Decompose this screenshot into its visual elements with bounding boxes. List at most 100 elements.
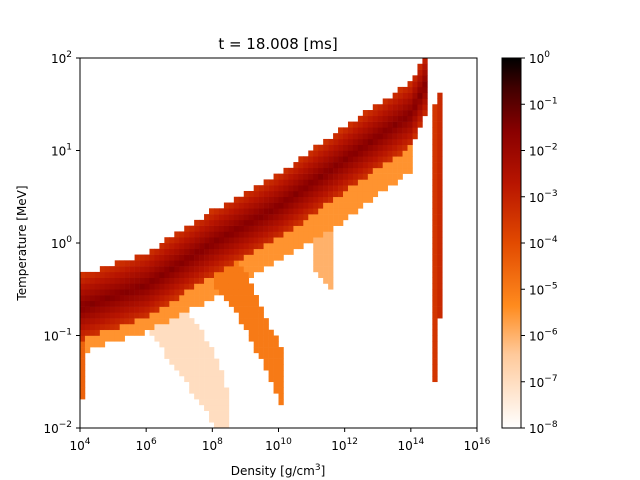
heatmap-cell: [213, 416, 220, 423]
heatmap-cell: [149, 260, 155, 267]
heatmap-cell: [194, 277, 200, 284]
heatmap-cell: [298, 225, 304, 232]
heatmap-cell: [258, 202, 264, 209]
heatmap-cell: [84, 271, 91, 278]
heatmap-cell: [228, 260, 235, 267]
heatmap-cell: [184, 318, 190, 325]
heatmap-cell: [268, 185, 274, 192]
heatmap-cell: [303, 156, 309, 163]
heatmap-cell: [372, 190, 379, 198]
heatmap-cell: [149, 323, 155, 331]
heatmap-cell: [402, 156, 408, 163]
heatmap-cell: [213, 271, 220, 278]
heatmap-cell: [283, 167, 289, 174]
heatmap-cell: [233, 237, 240, 244]
heatmap-cell: [174, 312, 180, 319]
heatmap-cell: [209, 260, 215, 267]
heatmap-cell: [323, 156, 329, 163]
heatmap-cell: [99, 289, 106, 296]
heatmap-cell: [303, 225, 309, 232]
heatmap-cell: [233, 300, 240, 307]
heatmap-cell: [94, 335, 101, 342]
heatmap-cell: [199, 231, 205, 238]
heatmap-cell: [194, 254, 200, 261]
heatmap-cell: [343, 202, 349, 209]
heatmap-cell: [223, 248, 230, 255]
heatmap-cell: [382, 167, 388, 174]
heatmap-cell: [263, 335, 269, 342]
heatmap-cell: [333, 156, 339, 163]
heatmap-cell: [129, 323, 135, 331]
heatmap-cell: [298, 231, 304, 238]
heatmap-cell: [432, 138, 438, 146]
colorbar-tick-label: 10−6: [529, 328, 558, 344]
heatmap-cell: [397, 127, 403, 134]
heatmap-cell: [218, 381, 225, 388]
heatmap-cell: [372, 144, 379, 151]
heatmap-cell: [199, 381, 205, 388]
heatmap-cell: [94, 306, 101, 313]
heatmap-cell: [89, 312, 96, 319]
heatmap-cell: [194, 358, 200, 365]
heatmap-cell: [273, 237, 279, 244]
heatmap-cell: [323, 266, 329, 273]
heatmap-cell: [372, 127, 379, 134]
heatmap-cell: [253, 260, 259, 267]
heatmap-cell: [437, 133, 443, 140]
heatmap-cell: [382, 98, 388, 105]
heatmap-cell: [248, 318, 254, 325]
heatmap-cell: [104, 295, 111, 302]
heatmap-cell: [263, 329, 269, 336]
heatmap-cell: [283, 179, 289, 186]
heatmap-cell: [139, 271, 145, 278]
heatmap-cell: [194, 370, 200, 377]
heatmap-cell: [109, 295, 116, 302]
heatmap-cell: [372, 133, 379, 140]
heatmap-cell: [213, 254, 220, 261]
heatmap-cell: [104, 271, 111, 278]
heatmap-cell: [333, 150, 339, 157]
heatmap-cell: [174, 271, 180, 278]
heatmap-cell: [278, 185, 284, 192]
heatmap-cell: [313, 190, 319, 198]
heatmap-cell: [248, 289, 254, 296]
heatmap-cell: [218, 277, 225, 284]
heatmap-cell: [432, 173, 438, 180]
heatmap-cell: [159, 260, 165, 267]
heatmap-cell: [357, 115, 364, 122]
heatmap-cell: [204, 404, 210, 411]
heatmap-cell: [367, 190, 374, 198]
heatmap-cell: [204, 364, 210, 371]
heatmap-cell: [218, 225, 225, 232]
heatmap-cell: [432, 358, 438, 365]
heatmap-cell: [204, 370, 210, 377]
heatmap-cell: [328, 248, 334, 255]
heatmap-cell: [273, 254, 279, 261]
heatmap-cell: [139, 306, 145, 313]
heatmap-cell: [80, 393, 86, 400]
heatmap-cell: [179, 341, 185, 348]
heatmap-cell: [397, 167, 403, 174]
heatmap-cell: [114, 335, 120, 342]
heatmap-cell: [387, 167, 393, 174]
heatmap-cell: [387, 162, 393, 169]
heatmap-cell: [362, 150, 369, 157]
heatmap-cell: [328, 167, 334, 174]
colorbar-tick-label-exponent: −8: [544, 420, 558, 430]
heatmap-cell: [407, 104, 413, 111]
heatmap-cell: [253, 231, 259, 238]
heatmap-cell: [318, 254, 324, 261]
heatmap-cell: [80, 289, 86, 296]
heatmap-cell: [154, 271, 160, 278]
heatmap-cell: [184, 248, 190, 255]
heatmap-cell: [318, 248, 324, 255]
heatmap-cell: [248, 335, 254, 342]
heatmap-cell: [313, 173, 319, 180]
heatmap-cell: [377, 115, 384, 122]
heatmap-cell: [94, 271, 101, 278]
heatmap-cell: [357, 121, 364, 128]
heatmap-cell: [333, 202, 339, 209]
heatmap-cell: [288, 196, 294, 203]
heatmap-cell: [323, 237, 329, 244]
